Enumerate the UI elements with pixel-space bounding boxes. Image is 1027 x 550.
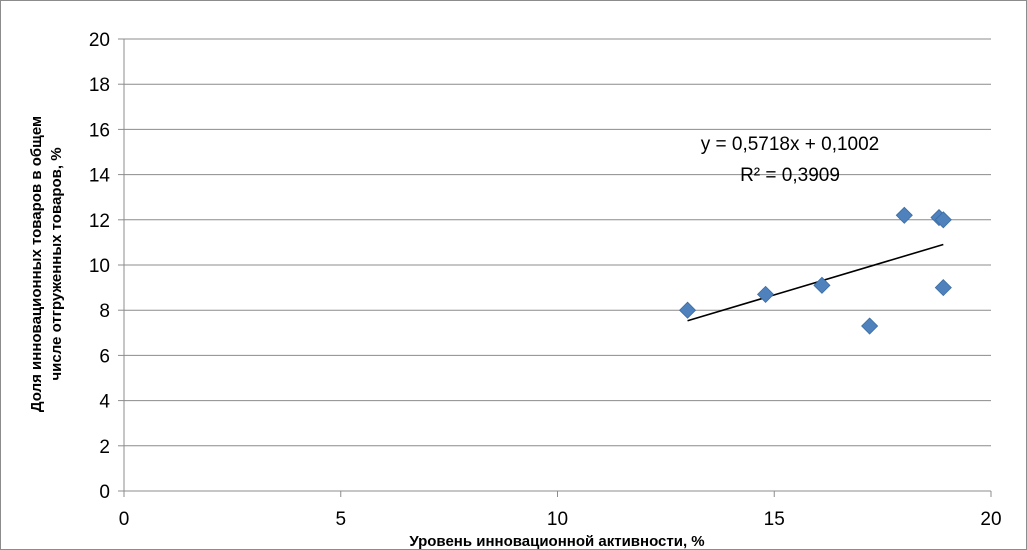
gridlines — [124, 38, 991, 447]
x-tick-label-20: 20 — [980, 509, 1001, 530]
x-tick-label-10: 10 — [547, 509, 568, 530]
data-point-1 — [678, 301, 697, 319]
data-point-4 — [861, 317, 879, 335]
data-point-8 — [934, 279, 952, 297]
y-tick-label-8: 8 — [99, 301, 110, 322]
y-axis-title-line-1: Доля инновационных товаров в общем — [28, 116, 45, 412]
y-axis-title-line-2: числе отгруженных товаров, % — [48, 147, 65, 380]
y-axis-title: Доля инновационных товаров в общем числе… — [28, 116, 65, 412]
y-tick-label-6: 6 — [99, 346, 110, 367]
trendline-equation: y = 0,5718x + 0,1002 — [701, 134, 880, 155]
data-point-7 — [934, 211, 952, 229]
y-tick-label-2: 2 — [99, 437, 110, 458]
trendline-line — [687, 243, 944, 322]
data-point-2 — [757, 285, 775, 303]
trendline-r-squared: R² = 0,3909 — [740, 165, 840, 186]
y-tick-label-16: 16 — [89, 120, 110, 141]
x-tick-label-15: 15 — [764, 509, 785, 530]
y-tick-label-0: 0 — [99, 482, 110, 503]
data-point-5 — [895, 206, 913, 224]
axes — [118, 38, 992, 497]
y-tick-label-20: 20 — [89, 30, 110, 51]
x-tick-label-5: 5 — [335, 509, 346, 530]
y-tick-label-4: 4 — [99, 392, 110, 413]
y-tick-label-12: 12 — [89, 211, 110, 232]
y-tick-labels: 0 2 4 6 8 10 12 14 16 18 20 — [89, 30, 111, 503]
y-tick-label-18: 18 — [89, 75, 110, 96]
data-points — [678, 206, 952, 335]
x-tick-label-0: 0 — [119, 509, 130, 530]
y-tick-label-14: 14 — [89, 166, 111, 187]
trendline — [687, 243, 944, 322]
x-axis-title: Уровень инновационной активности, % — [409, 533, 704, 550]
x-tick-labels: 0 5 10 15 20 — [119, 509, 1002, 530]
y-tick-label-10: 10 — [89, 256, 110, 277]
data-point-3 — [813, 276, 831, 294]
